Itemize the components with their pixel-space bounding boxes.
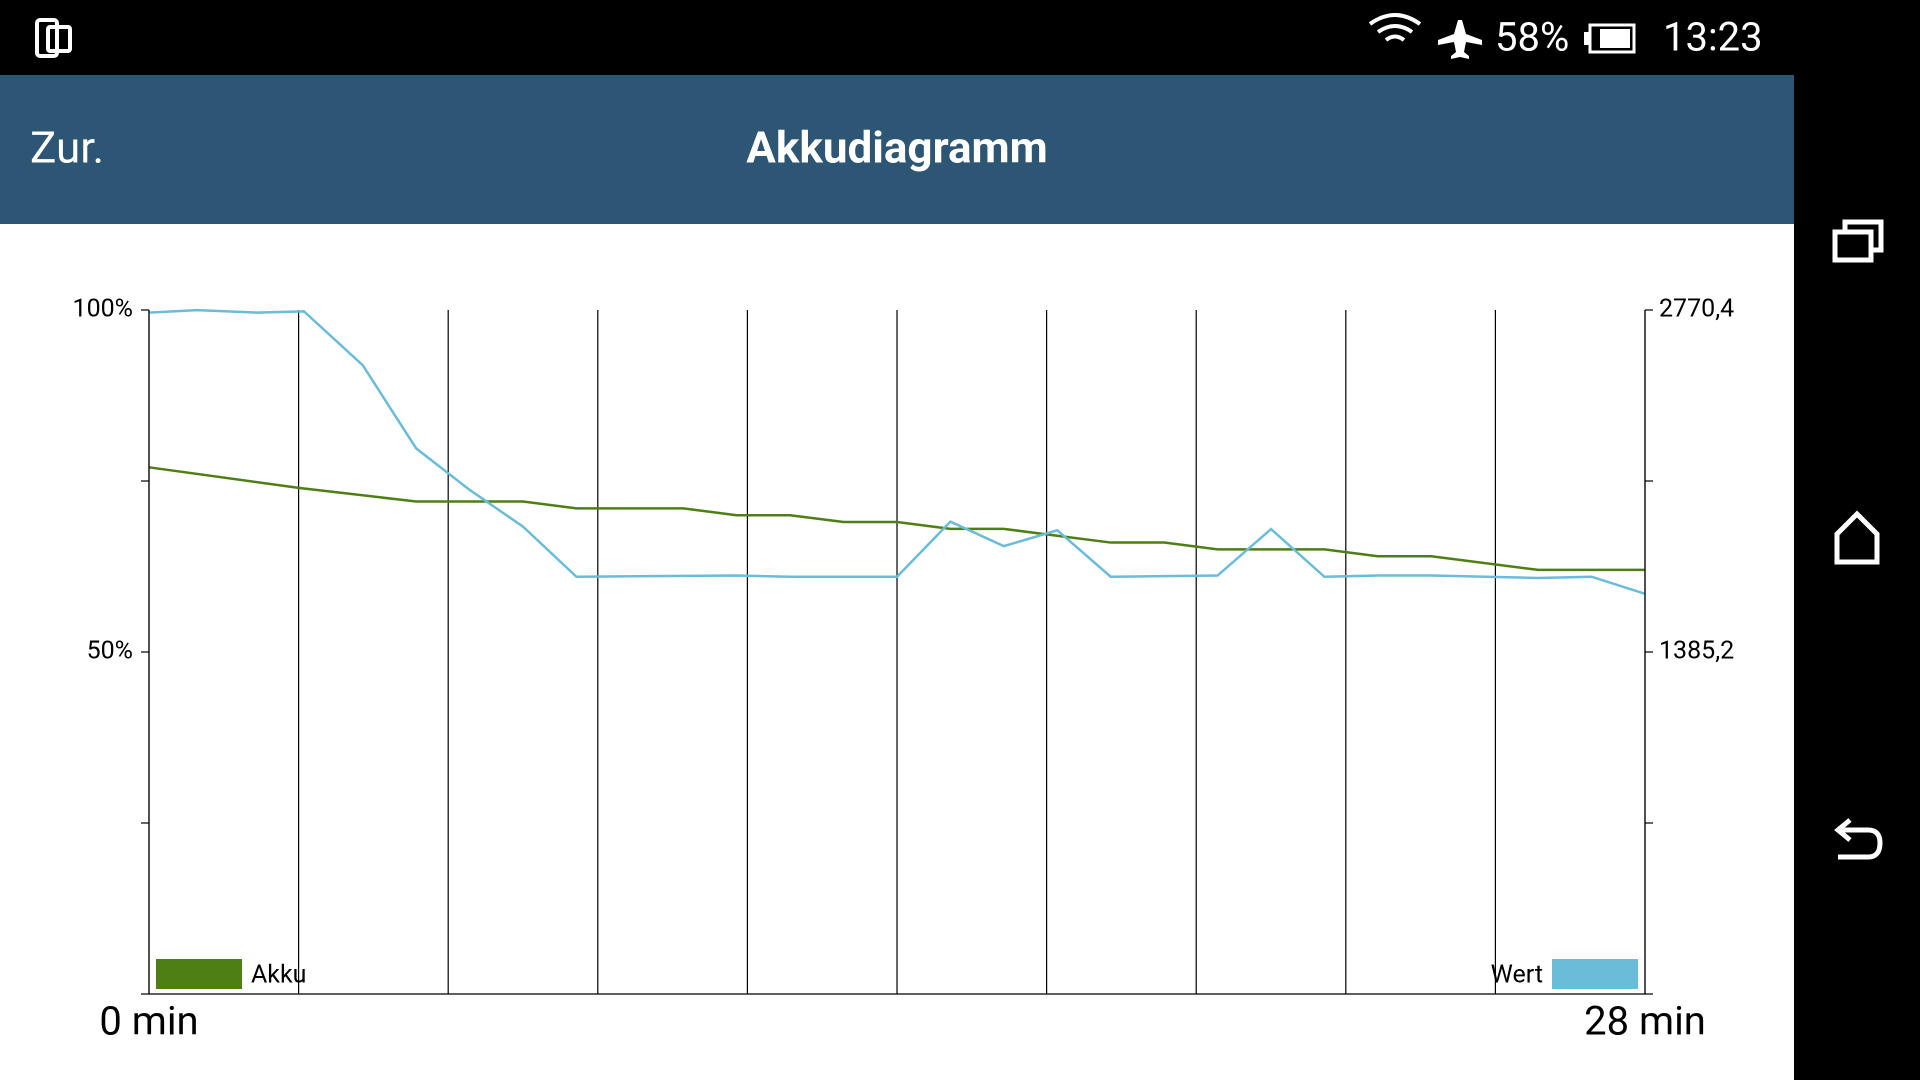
back-button[interactable]: Zur.	[30, 122, 104, 174]
series-line	[148, 466, 1645, 572]
nav-bar	[1832, 219, 1884, 860]
x-tick-label: 0 min	[99, 998, 198, 1045]
chart: 0 min 28 min 50% 100% 1385,2 2770,4 Akku Wert	[73, 295, 1735, 1045]
y-tick-label: 50%	[87, 637, 133, 666]
battery-percent: 58%	[1495, 14, 1569, 61]
legend-swatch	[156, 959, 242, 989]
y-tick-label: 100%	[73, 295, 133, 324]
recents-button[interactable]	[1832, 219, 1884, 263]
legend-swatch	[1552, 959, 1638, 989]
y2-tick-label: 2770,4	[1659, 295, 1734, 324]
y2-tick-label: 1385,2	[1659, 637, 1734, 666]
status-bar	[0, 0, 1920, 75]
x-tick-label: 28 min	[1584, 998, 1706, 1045]
back-nav-button[interactable]	[1834, 818, 1883, 860]
series-line	[148, 308, 1646, 595]
phone-icon	[35, 18, 72, 58]
clock: 13:23	[1663, 14, 1763, 61]
home-button[interactable]	[1834, 510, 1880, 565]
wifi-icon	[1368, 13, 1422, 42]
legend-label: Akku	[251, 961, 306, 990]
legend-label: Wert	[1491, 961, 1543, 990]
battery-icon	[1584, 23, 1636, 54]
app-title: Akkudiagramm	[746, 122, 1048, 174]
app-bar	[0, 75, 1794, 224]
airplane-icon	[1438, 20, 1482, 59]
